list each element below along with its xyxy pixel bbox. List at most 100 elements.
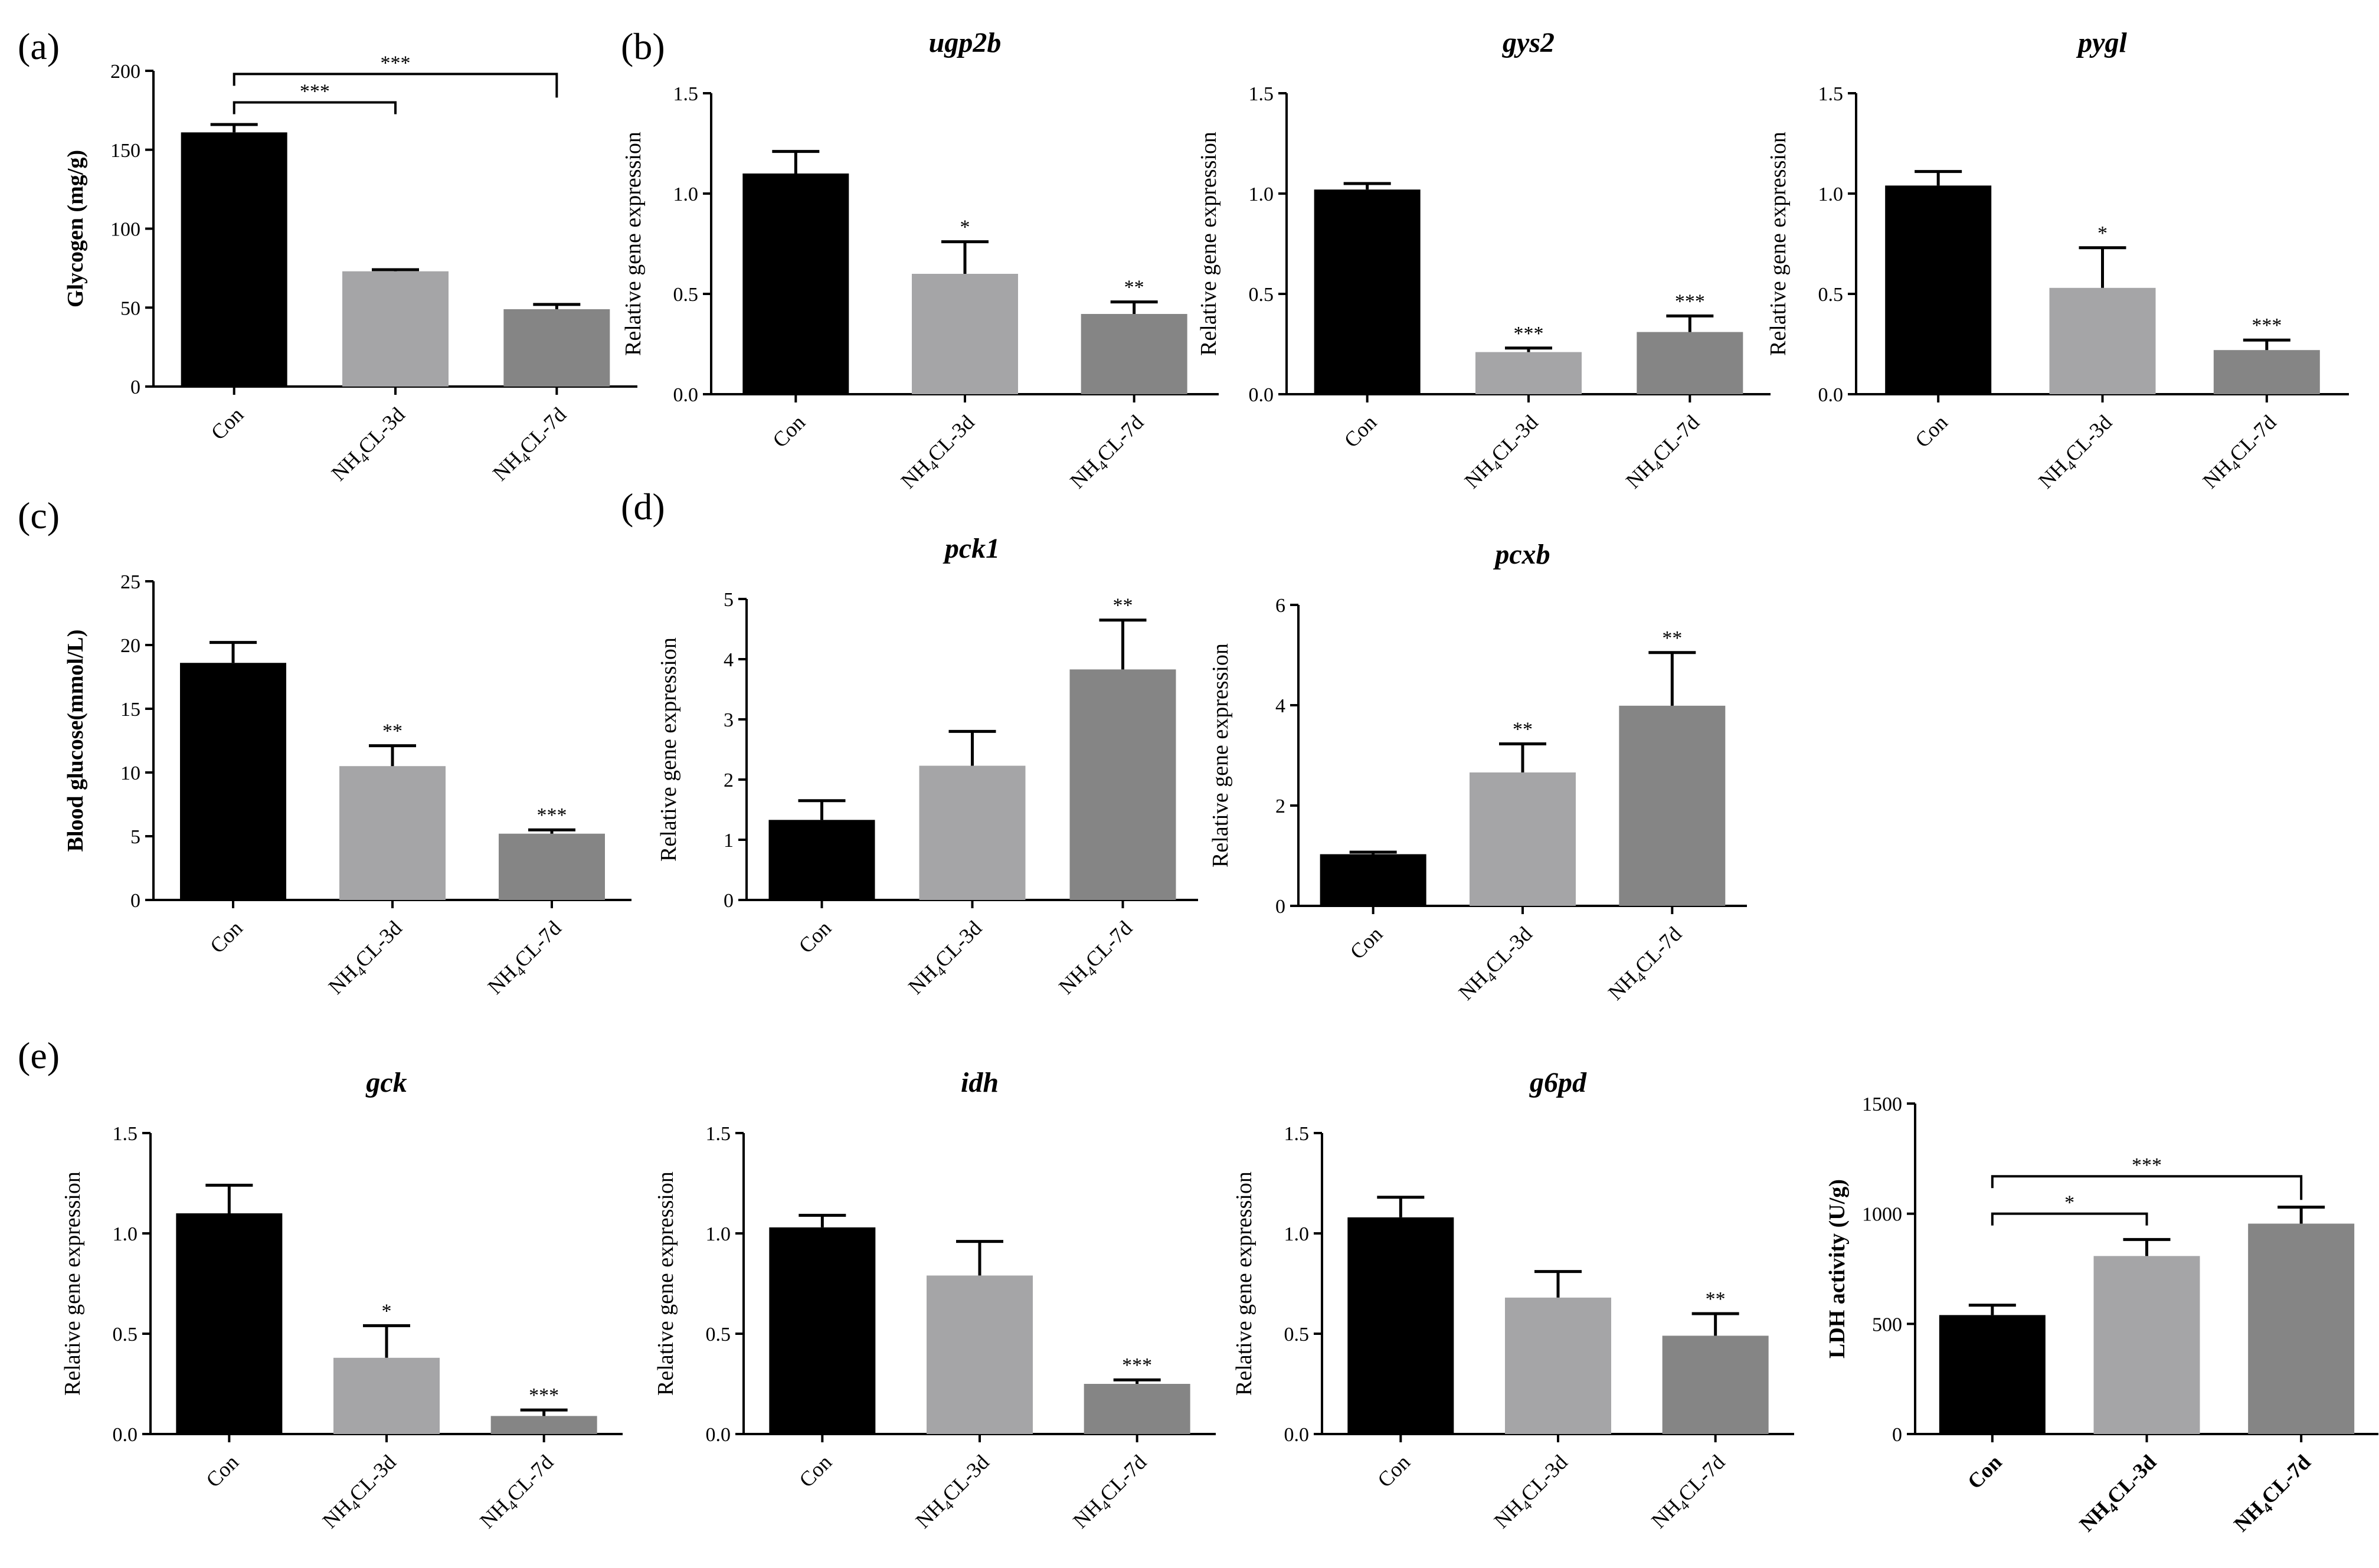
x-tick-label: NH4CL-7d: [1621, 410, 1706, 495]
chart-b1: 0.0 0.5 1.0 1.5 Con * NH4CL-3d ** NH4CL-7d ugp2b R…: [621, 27, 1219, 495]
chart-d2: 0 2 4 6 Con ** NH4CL-3d ** NH4CL-7d pcxb Relative …: [1208, 539, 1747, 1007]
chart-b2: 0.0 0.5 1.0 1.5 Con *** NH4CL-3d *** NH4CL-7d gys…: [1196, 27, 1771, 495]
y-tick-label: 1.0: [673, 184, 699, 205]
y-tick-label: 0: [1892, 1424, 1902, 1446]
bar: [499, 833, 605, 900]
y-tick-label: 1.5: [1249, 83, 1274, 105]
chart-title: idh: [961, 1067, 999, 1098]
bar: [1662, 1335, 1769, 1434]
charts-layer: 050100150200ConNH4CL-3dNH4CL-7d******Gly…: [60, 27, 2378, 1538]
y-tick-label: 0.5: [706, 1324, 731, 1346]
chart-d1: 0 1 2 3 4 5 Con NH4CL-3d ** NH4CL-7d pck1 Relative …: [656, 533, 1198, 1001]
x-tick-label: NH4CL-7d: [1647, 1450, 1732, 1535]
y-tick-label: 0.0: [113, 1424, 138, 1446]
x-tick-label: NH4CL-3d: [911, 1450, 996, 1535]
x-tick-label: NH4CL-3d: [896, 410, 981, 495]
bar: [1347, 1217, 1454, 1434]
y-tick-label: 2: [724, 770, 734, 791]
y-tick-label: 10: [120, 762, 140, 784]
significance-label: ***: [1122, 1354, 1152, 1376]
significance-label: *: [2097, 222, 2108, 244]
y-axis-label: Glycogen (mg/g): [63, 150, 88, 307]
bracket-label: *: [2064, 1192, 2074, 1214]
y-tick-label: 0.0: [1818, 384, 1844, 406]
bar: [742, 174, 849, 394]
bar: [912, 274, 1018, 394]
x-tick-label: NH4CL-7d: [1065, 410, 1150, 495]
bar: [1081, 314, 1187, 394]
panel-label-c: (c): [18, 495, 60, 536]
x-tick-label: Con: [1963, 1450, 2007, 1494]
x-tick-label: Con: [1910, 410, 1952, 452]
x-tick-label: Con: [794, 916, 836, 958]
x-tick-label: NH4CL-3d: [1454, 922, 1539, 1007]
x-tick-label: NH4CL-7d: [1054, 916, 1139, 1001]
y-tick-label: 0.5: [113, 1324, 138, 1346]
y-tick-label: 1.5: [1818, 83, 1844, 105]
bar: [176, 1213, 283, 1434]
chart-b3: 0.0 0.5 1.0 1.5 Con * NH4CL-3d *** NH4CL-7d pygl R…: [1766, 27, 2349, 493]
y-tick-label: 0.5: [1284, 1324, 1310, 1346]
bar: [1475, 352, 1582, 394]
bar: [339, 766, 446, 900]
bar: [2213, 350, 2320, 394]
y-tick-label: 0.0: [706, 1424, 731, 1446]
x-tick-label: Con: [794, 1450, 836, 1492]
y-tick-label: 2: [1275, 796, 1285, 817]
chart-title: gys2: [1502, 27, 1555, 58]
x-tick-label: Con: [1346, 922, 1388, 964]
bar: [919, 765, 1026, 900]
bar: [333, 1357, 440, 1434]
bar: [342, 271, 449, 387]
y-axis-label: Relative gene expression: [1208, 643, 1233, 868]
bar: [1505, 1297, 1611, 1434]
y-tick-label: 0: [130, 377, 140, 398]
y-tick-label: 1.5: [113, 1123, 138, 1145]
y-tick-label: 0: [1275, 896, 1285, 918]
x-tick-label: NH4CL-7d: [483, 916, 568, 1001]
y-tick-label: 0.5: [1818, 284, 1844, 306]
y-tick-label: 500: [1872, 1314, 1902, 1335]
x-tick-label: NH4CL-3d: [1460, 410, 1545, 495]
y-axis-label: Relative gene expression: [621, 132, 646, 356]
significance-label: ***: [529, 1384, 559, 1406]
significance-label: *: [382, 1300, 392, 1322]
significance-label: ***: [2252, 315, 2282, 336]
x-tick-label: NH4CL-3d: [318, 1450, 403, 1535]
y-tick-label: 0.0: [673, 384, 699, 406]
y-tick-label: 1.0: [1284, 1223, 1310, 1245]
y-tick-label: 0: [130, 890, 140, 912]
bar: [1885, 185, 1992, 394]
x-tick-label: NH4CL-7d: [488, 402, 573, 487]
x-tick-label: NH4CL-7d: [475, 1450, 560, 1535]
y-axis-label: Relative gene expression: [656, 637, 681, 862]
significance-label: ***: [1514, 323, 1544, 345]
panel-label-d: (d): [621, 486, 665, 528]
y-axis-label: Blood glucose(mmol/L): [63, 630, 88, 852]
y-tick-label: 0.0: [1249, 384, 1274, 406]
y-tick-label: 0.0: [1284, 1424, 1310, 1446]
significance-bracket: [233, 73, 558, 98]
y-tick-label: 25: [120, 571, 140, 593]
bar: [927, 1275, 1033, 1434]
bar: [1470, 772, 1576, 906]
x-tick-label: NH4CL-7d: [1068, 1450, 1153, 1535]
y-tick-label: 15: [120, 699, 140, 721]
x-tick-label: Con: [1373, 1450, 1415, 1492]
chart-e3: 0.0 0.5 1.0 1.5 Con NH4CL-3d ** NH4CL-7d g6pd Rel…: [1232, 1067, 1794, 1535]
x-tick-label: Con: [201, 1450, 243, 1492]
y-tick-label: 50: [120, 297, 140, 319]
y-axis-label: Relative gene expression: [1232, 1171, 1256, 1396]
y-axis-label: Relative gene expression: [60, 1171, 85, 1396]
bar: [490, 1416, 597, 1434]
y-tick-label: 5: [724, 589, 734, 611]
chart-title: pygl: [2076, 27, 2127, 58]
significance-label: ***: [1675, 290, 1705, 312]
x-tick-label: NH4CL-3d: [1490, 1450, 1575, 1535]
significance-label: **: [1662, 627, 1682, 649]
chart-title: pck1: [943, 533, 1000, 564]
y-tick-label: 1.0: [1818, 184, 1844, 205]
bar: [2248, 1223, 2355, 1434]
x-tick-label: NH4CL-7d: [2229, 1450, 2318, 1538]
